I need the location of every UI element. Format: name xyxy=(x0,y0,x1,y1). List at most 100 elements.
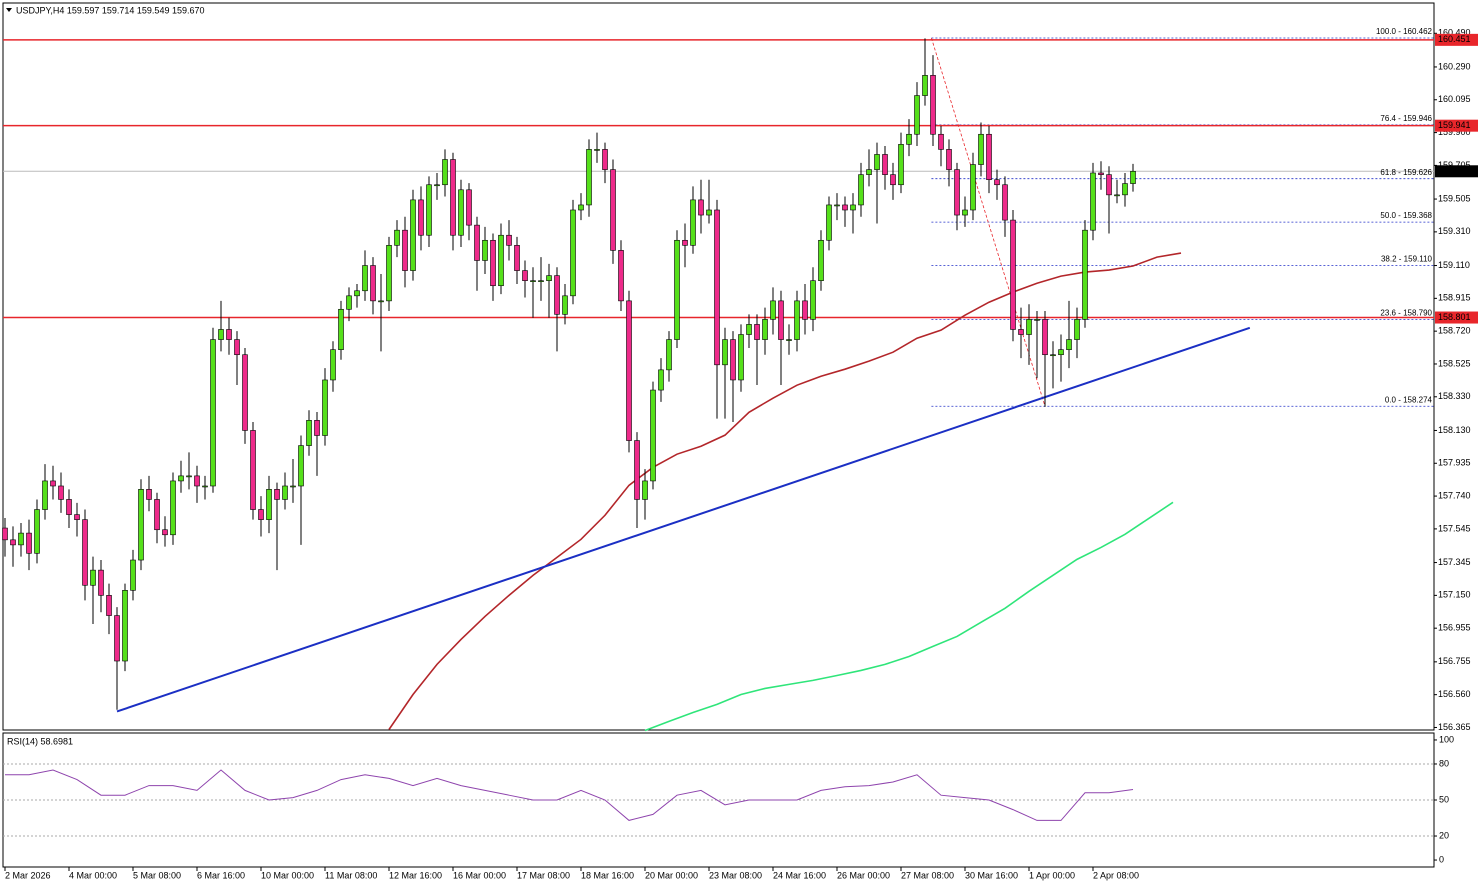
y-tick-label: 156.755 xyxy=(1438,656,1471,666)
candle-body xyxy=(266,489,272,520)
candle-body xyxy=(50,480,56,487)
candle-body xyxy=(754,324,760,340)
candle-body xyxy=(466,189,472,226)
candle-body xyxy=(610,169,616,251)
candle-body xyxy=(474,224,480,261)
candle-body xyxy=(1066,339,1072,350)
candle-body xyxy=(978,133,984,165)
candle-body xyxy=(658,369,664,391)
candle-body xyxy=(578,204,584,211)
candle-body xyxy=(170,480,176,536)
y-tick-label: 158.525 xyxy=(1438,358,1471,368)
candle-body xyxy=(346,295,352,310)
candle-body xyxy=(426,184,432,236)
candle-body xyxy=(138,489,144,561)
candle-body xyxy=(330,349,336,381)
candle-body xyxy=(722,339,728,366)
moving-average xyxy=(388,252,1182,730)
level-label: 159.941 xyxy=(1438,120,1471,130)
candle-body xyxy=(1034,319,1040,321)
candle-body xyxy=(162,529,168,536)
candle-body xyxy=(90,569,96,586)
rsi-title: RSI(14) 58.6981 xyxy=(7,736,73,746)
candle-body xyxy=(810,280,816,320)
candle-body xyxy=(922,75,928,96)
x-tick-label: 5 Mar 08:00 xyxy=(133,870,181,880)
fib-label: 23.6 - 158.790 xyxy=(1380,308,1432,317)
candle-body xyxy=(1130,170,1136,184)
y-tick-label: 157.345 xyxy=(1438,557,1471,567)
candle-body xyxy=(706,209,712,216)
candle-body xyxy=(1018,329,1024,335)
candle-body xyxy=(194,475,200,487)
candle-body xyxy=(866,169,872,175)
candle-body xyxy=(458,189,464,236)
candle-body xyxy=(778,300,784,340)
x-tick-label: 27 Mar 08:00 xyxy=(901,870,954,880)
candle-body xyxy=(714,209,720,366)
candle-body xyxy=(1090,172,1096,231)
level-label-box xyxy=(1435,311,1478,324)
candle-body xyxy=(682,239,688,246)
chart-title: USDJPY,H4 159.597 159.714 159.549 159.67… xyxy=(16,5,205,15)
y-tick-label: 159.310 xyxy=(1438,226,1471,236)
rsi-tick-label: 20 xyxy=(1439,830,1449,840)
x-tick-label: 23 Mar 08:00 xyxy=(709,870,762,880)
candle-body xyxy=(906,133,912,145)
candle-body xyxy=(154,499,160,531)
candle-body xyxy=(506,234,512,246)
candle-body xyxy=(98,569,104,596)
candle-body xyxy=(394,229,400,246)
candle-body xyxy=(842,204,848,211)
candle-body xyxy=(274,489,280,500)
candle-body xyxy=(666,339,672,371)
candle-body xyxy=(890,174,896,186)
candle-body xyxy=(386,245,392,302)
y-tick-label: 159.705 xyxy=(1438,160,1471,170)
candle-body xyxy=(674,239,680,340)
candle-body xyxy=(338,308,344,350)
y-tick-label: 158.330 xyxy=(1438,391,1471,401)
x-tick-label: 16 Mar 00:00 xyxy=(453,870,506,880)
y-tick-label: 159.505 xyxy=(1438,193,1471,203)
candle-body xyxy=(58,485,64,500)
candle-body xyxy=(602,149,608,170)
y-tick-label: 158.130 xyxy=(1438,425,1471,435)
candle-body xyxy=(522,270,528,281)
candle-body xyxy=(618,250,624,302)
candle-body xyxy=(642,480,648,500)
candle-body xyxy=(482,239,488,261)
candle-body xyxy=(114,615,120,662)
candle-body xyxy=(130,559,136,591)
main-frame xyxy=(2,2,1435,731)
candle-body xyxy=(234,339,240,356)
candle-body xyxy=(954,169,960,216)
candle-body xyxy=(362,265,368,292)
bid-label: 159.670 xyxy=(1438,166,1471,176)
candle-body xyxy=(834,204,840,207)
candle-body xyxy=(698,199,704,216)
candle-body xyxy=(946,149,952,170)
x-tick-label: 6 Mar 16:00 xyxy=(197,870,245,880)
candle-body xyxy=(178,475,184,482)
fib-label: 50.0 - 159.368 xyxy=(1380,211,1432,220)
x-tick-label: 24 Mar 16:00 xyxy=(773,870,826,880)
level-label: 160.451 xyxy=(1438,34,1471,44)
candle-body xyxy=(450,159,456,236)
candle-body xyxy=(314,420,320,436)
candle-body xyxy=(2,527,8,541)
candle-body xyxy=(370,265,376,302)
candle-body xyxy=(378,300,384,303)
x-tick-label: 17 Mar 08:00 xyxy=(517,870,570,880)
candle-body xyxy=(634,440,640,500)
candle-body xyxy=(298,445,304,487)
level-label-box xyxy=(1435,33,1478,46)
y-tick-label: 156.365 xyxy=(1438,722,1471,732)
candle-body xyxy=(26,532,32,554)
candle-body xyxy=(818,239,824,281)
candle-body xyxy=(850,204,856,211)
y-tick-label: 160.490 xyxy=(1438,28,1471,38)
y-tick-label: 158.915 xyxy=(1438,293,1471,303)
candle-body xyxy=(794,300,800,340)
